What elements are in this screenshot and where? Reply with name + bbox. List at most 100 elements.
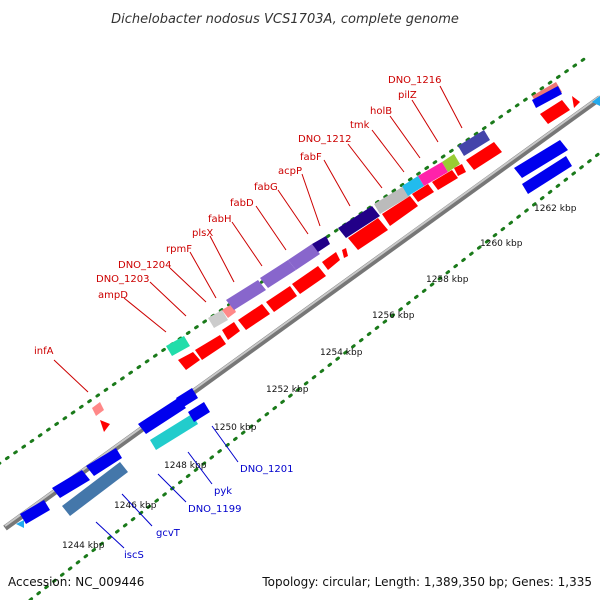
- gene-DNO1216-block: [458, 130, 490, 156]
- forward-features: [92, 82, 580, 432]
- cds-forward-2: [195, 335, 226, 360]
- label-tmk: tmk: [350, 120, 370, 131]
- accession-label: Accession: NC_009446: [8, 575, 144, 589]
- gene-ampD-block: [166, 336, 190, 356]
- cds-forward-6: [292, 266, 326, 294]
- label-acpP: acpP: [278, 166, 302, 177]
- leader-fabF: [323, 159, 351, 207]
- inner-ruler-track: [28, 150, 600, 600]
- label-holB: holB: [370, 106, 392, 117]
- cds-forward-9: [348, 218, 388, 250]
- kbp-label-1248: 1248 kbp: [164, 461, 207, 471]
- leader-iscS: [95, 521, 125, 549]
- outer-ruler-track: [0, 53, 592, 465]
- label-DNO_1201: DNO_1201: [240, 464, 294, 475]
- leader-fabD: [255, 205, 287, 251]
- leader-acpP: [301, 173, 321, 227]
- reverse-gene-labels: DNO_1201 pyk DNO_1199 gcvT iscS: [95, 425, 294, 561]
- leader-DNO_1199: [157, 473, 187, 503]
- leader-DNO_1201: [211, 425, 239, 463]
- leader-DNO_1204: [169, 267, 207, 303]
- label-DNO_1212: DNO_1212: [298, 134, 352, 145]
- cds-reverse-1: [20, 500, 50, 524]
- leader-rpmF: [189, 251, 217, 299]
- cds-forward-10: [382, 196, 418, 226]
- leader-DNO_1216: [439, 85, 463, 129]
- cds-reverse-2: [52, 470, 90, 498]
- label-DNO_1216: DNO_1216: [388, 75, 442, 86]
- leader-fabG: [277, 189, 309, 235]
- leader-ampD: [123, 297, 167, 333]
- kbp-label-1244: 1244 kbp: [62, 541, 105, 551]
- kbp-label-1254: 1254 kbp: [320, 348, 363, 358]
- forward-gene-labels: DNO_1216 pilZ holB tmk DNO_1212 fabF acp…: [34, 75, 463, 393]
- leader-infA: [53, 359, 89, 393]
- label-rpmF: rpmF: [166, 244, 192, 255]
- cds-forward-8: [342, 248, 348, 258]
- label-fabH: fabH: [208, 214, 232, 225]
- gene-pilZ-block: [442, 154, 460, 172]
- gene-holB-block: [418, 162, 448, 186]
- gene-fab-block-1: [226, 280, 266, 310]
- kbp-label-1258: 1258 kbp: [426, 275, 469, 285]
- kbp-label-1252: 1252 kbp: [266, 385, 309, 395]
- cds-reverse-7: [514, 140, 568, 178]
- gene-acpP-block: [312, 236, 330, 252]
- cds-reverse-8: [522, 156, 572, 194]
- reverse-right-arrow: [592, 96, 600, 106]
- gene-fab-block-2: [260, 260, 296, 288]
- cds-reverse-6: [188, 402, 210, 422]
- scale-labels: 1244 kbp 1246 kbp 1248 kbp 1250 kbp 1252…: [62, 204, 577, 551]
- gene-right-blue-block: [532, 86, 562, 108]
- label-fabG: fabG: [254, 182, 278, 193]
- gene-pyk-block: [150, 414, 198, 450]
- leader-fabH: [231, 221, 263, 267]
- label-pilZ: pilZ: [398, 90, 417, 101]
- cds-forward-1: [178, 352, 200, 370]
- gene-DNO1212-block: [374, 186, 410, 214]
- gene-right-arrow: [572, 96, 580, 108]
- reverse-left-arrow: [16, 520, 24, 528]
- kbp-label-1250: 1250 kbp: [214, 423, 257, 433]
- cds-reverse-5: [176, 388, 198, 408]
- label-DNO_1199: DNO_1199: [188, 504, 242, 515]
- gene-infA-block: [92, 402, 104, 416]
- gene-tmk-block: [402, 176, 424, 196]
- leader-pyk: [187, 451, 213, 485]
- label-ampD: ampD: [98, 290, 128, 301]
- map-title: Dichelobacter nodosus VCS1703A, complete…: [111, 12, 459, 27]
- cds-forward-15: [540, 100, 570, 124]
- label-fabF: fabF: [300, 152, 322, 163]
- leader-DNO_1212: [347, 143, 383, 189]
- leader-plsX: [209, 235, 235, 283]
- label-pyk: pyk: [214, 486, 232, 497]
- kbp-label-1246: 1246 kbp: [114, 501, 157, 511]
- label-iscS: iscS: [124, 550, 144, 561]
- leader-DNO_1203: [149, 281, 187, 317]
- label-gcvT: gcvT: [156, 528, 181, 539]
- label-infA: infA: [34, 346, 54, 357]
- cds-reverse-3: [86, 448, 122, 476]
- label-plsX: plsX: [192, 228, 213, 239]
- label-DNO_1204: DNO_1204: [118, 260, 172, 271]
- reverse-features: [16, 96, 600, 528]
- gene-fab-block-3: [288, 244, 320, 270]
- cds-forward-13: [454, 164, 466, 176]
- genome-backbone-highlight: [4, 95, 600, 527]
- kbp-label-1256: 1256 kbp: [372, 311, 415, 321]
- leader-holB: [389, 115, 421, 159]
- kbp-label-1260: 1260 kbp: [480, 239, 523, 249]
- cds-forward-12: [432, 170, 458, 190]
- cds-forward-7: [322, 252, 340, 270]
- kbp-label-1262: 1262 kbp: [534, 204, 577, 214]
- label-fabD: fabD: [230, 198, 254, 209]
- cds-forward-3: [222, 322, 240, 340]
- leader-pilZ: [411, 99, 439, 143]
- gene-infA-arrow: [100, 420, 110, 432]
- cds-forward-5: [266, 286, 297, 312]
- cds-reverse-4: [138, 398, 186, 434]
- gene-DNO1203-block: [208, 310, 228, 328]
- gene-fabF-block: [338, 206, 380, 238]
- cds-forward-4: [238, 304, 270, 330]
